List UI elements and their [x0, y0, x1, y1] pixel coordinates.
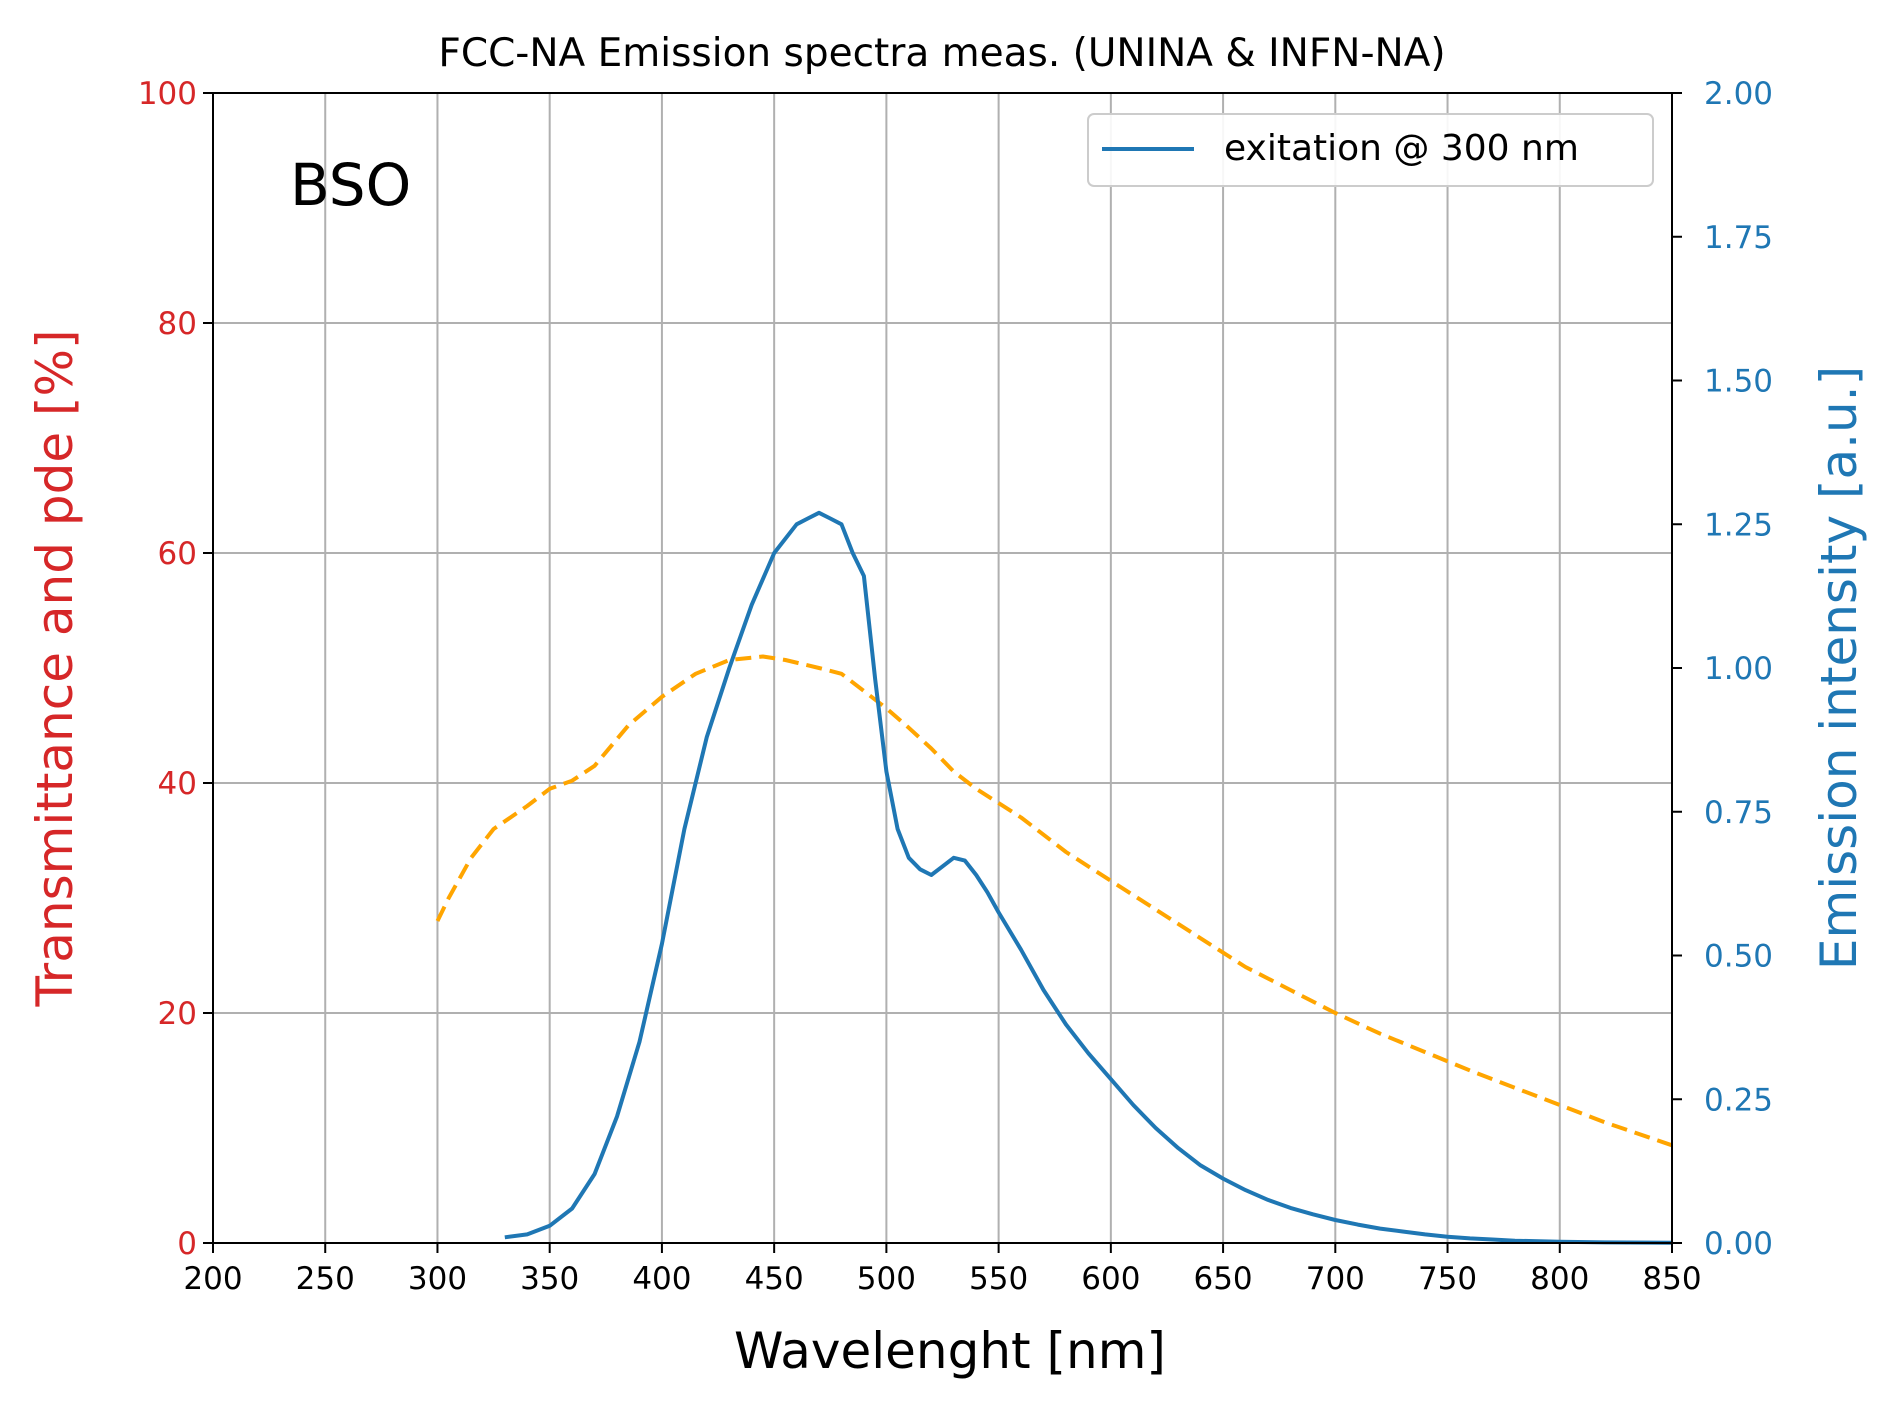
series-line-transmittance: [435, 654, 1673, 1148]
x-tick-label: 800: [1530, 1261, 1589, 1297]
x-tick-label: 200: [183, 1261, 242, 1297]
y-left-tick-label: 80: [158, 306, 197, 342]
legend-label-emission: exitation @ 300 nm: [1224, 128, 1579, 169]
x-tick-label: 700: [1306, 1261, 1365, 1297]
y-right-tick-label: 1.75: [1704, 220, 1773, 256]
y-right-tick-label: 2.00: [1704, 76, 1773, 112]
y-left-tick-label: 20: [158, 996, 197, 1032]
x-tick-label: 750: [1418, 1261, 1477, 1297]
y-left-tick-label: 40: [158, 766, 197, 802]
y-right-tick-label: 0.75: [1704, 795, 1773, 831]
x-tick-label: 650: [1193, 1261, 1252, 1297]
y-right-tick-label: 0.50: [1704, 939, 1773, 975]
x-tick-label: 400: [632, 1261, 691, 1297]
legend-box: [1087, 113, 1654, 187]
annotation-bso: BSO: [290, 151, 411, 219]
x-tick-label: 550: [969, 1261, 1028, 1297]
y-left-tick-label: 100: [138, 76, 197, 112]
x-tick-label: 600: [1081, 1261, 1140, 1297]
series-layer: [435, 510, 1673, 1245]
x-axis: 200 250 300 350 400 450 500 550 600 650 700 750 800 8…: [183, 1243, 1702, 1297]
x-tick-label: 250: [296, 1261, 355, 1297]
y-right-tick-label: 1.00: [1704, 651, 1773, 687]
x-tick-label: 500: [857, 1261, 916, 1297]
y-right-tick-label: 1.25: [1704, 507, 1773, 543]
y-axis-left-label: Transmittance and pde [%]: [26, 329, 84, 1007]
x-axis-label: Wavelenght [nm]: [734, 1322, 1166, 1380]
y-axis-right-label: Emission intensity [a.u.]: [1810, 366, 1868, 970]
x-tick-label: 300: [408, 1261, 467, 1297]
x-tick-label: 350: [520, 1261, 579, 1297]
series-line-emission: [504, 510, 1673, 1245]
y-left-tick-label: 0: [177, 1226, 197, 1262]
x-tick-label: 450: [745, 1261, 804, 1297]
y-left-tick-label: 60: [158, 536, 197, 572]
y-right-tick-label: 0.25: [1704, 1082, 1773, 1118]
y-right-tick-label: 1.50: [1704, 364, 1773, 400]
y-right-tick-label: 0.00: [1704, 1226, 1773, 1262]
legend: exitation @ 300 nm: [1087, 113, 1654, 187]
y-axis-right: 0.00 0.25 0.50 0.75 1.00 1.25 1.50 1.75 2.00: [1672, 76, 1773, 1262]
chart-title: FCC-NA Emission spectra meas. (UNINA & I…: [438, 31, 1445, 76]
y-axis-left: 0 20 40 60 80 100: [138, 76, 213, 1262]
x-tick-label: 850: [1642, 1261, 1701, 1297]
